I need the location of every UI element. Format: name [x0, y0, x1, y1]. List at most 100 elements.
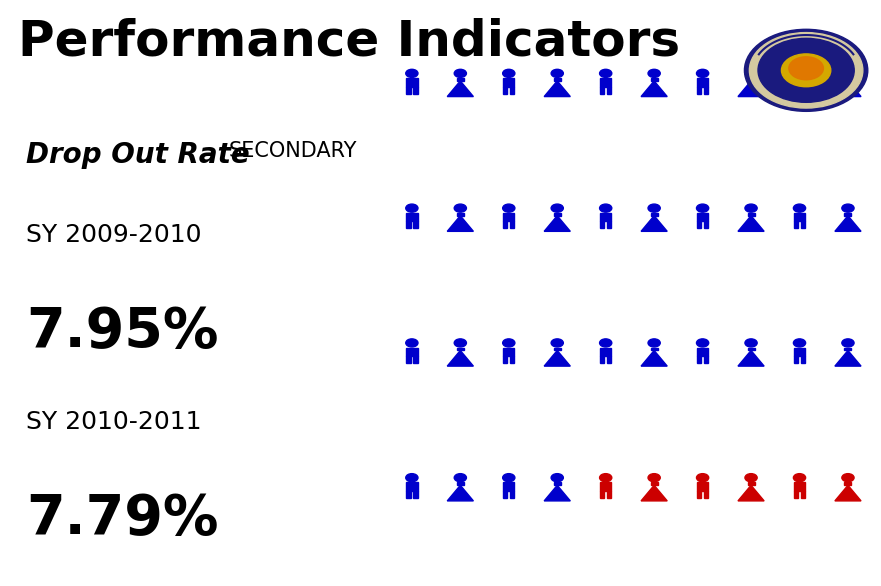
Bar — [406, 356, 411, 363]
Bar — [845, 213, 851, 216]
Circle shape — [406, 204, 418, 212]
Polygon shape — [641, 485, 667, 501]
Polygon shape — [835, 81, 861, 97]
Bar — [794, 356, 798, 363]
Circle shape — [781, 54, 831, 87]
Bar — [413, 356, 418, 363]
Bar — [503, 356, 507, 363]
Circle shape — [648, 473, 660, 482]
Text: Drop Out Rate: Drop Out Rate — [26, 141, 250, 169]
Bar — [794, 78, 805, 87]
Circle shape — [842, 473, 854, 482]
Bar — [510, 491, 515, 498]
Bar — [457, 78, 463, 81]
Bar — [600, 491, 604, 498]
Circle shape — [648, 339, 660, 347]
Polygon shape — [544, 81, 570, 97]
Circle shape — [794, 69, 805, 77]
Bar — [457, 347, 463, 350]
Bar — [794, 87, 798, 94]
Circle shape — [455, 69, 466, 77]
Circle shape — [503, 473, 515, 482]
Bar — [406, 213, 418, 222]
Bar — [697, 213, 708, 222]
Bar — [697, 482, 708, 491]
Circle shape — [455, 204, 466, 212]
Circle shape — [697, 473, 708, 482]
Polygon shape — [738, 81, 764, 97]
Bar — [406, 87, 411, 94]
Bar — [406, 347, 418, 356]
Bar — [554, 78, 560, 81]
Text: 7.95%: 7.95% — [26, 305, 219, 359]
Circle shape — [758, 38, 855, 103]
Circle shape — [794, 339, 805, 347]
Bar — [607, 356, 611, 363]
Bar — [748, 78, 754, 81]
Bar — [794, 213, 805, 222]
Bar — [794, 482, 805, 491]
Polygon shape — [835, 216, 861, 231]
Bar — [697, 87, 701, 94]
Bar — [801, 356, 805, 363]
Circle shape — [503, 69, 515, 77]
Bar — [748, 482, 754, 485]
Circle shape — [697, 339, 708, 347]
Bar — [406, 482, 418, 491]
Circle shape — [552, 473, 563, 482]
Polygon shape — [544, 350, 570, 366]
Bar — [697, 491, 701, 498]
Bar — [845, 347, 851, 350]
Bar — [697, 78, 708, 87]
Bar — [607, 491, 611, 498]
Bar — [651, 347, 657, 350]
Circle shape — [788, 57, 824, 80]
Bar — [503, 482, 515, 491]
Text: SY 2010-2011: SY 2010-2011 — [26, 410, 202, 434]
Bar — [794, 222, 798, 229]
Circle shape — [794, 473, 805, 482]
Circle shape — [750, 33, 862, 108]
Bar — [845, 482, 851, 485]
Polygon shape — [641, 81, 667, 97]
Bar — [600, 347, 611, 356]
Circle shape — [455, 473, 466, 482]
Polygon shape — [738, 216, 764, 231]
Circle shape — [406, 473, 418, 482]
Bar — [704, 491, 708, 498]
Bar — [413, 87, 418, 94]
Circle shape — [552, 69, 563, 77]
Bar — [457, 213, 463, 216]
Bar — [554, 347, 560, 350]
Circle shape — [406, 339, 418, 347]
Bar — [607, 222, 611, 229]
Bar — [503, 347, 515, 356]
Bar — [503, 213, 515, 222]
Bar — [510, 87, 515, 94]
Circle shape — [406, 69, 418, 77]
Bar — [697, 222, 701, 229]
Polygon shape — [738, 485, 764, 501]
Bar — [503, 222, 507, 229]
Bar — [503, 491, 507, 498]
Circle shape — [552, 204, 563, 212]
Bar — [554, 213, 560, 216]
Bar — [801, 491, 805, 498]
Bar — [600, 78, 611, 87]
Circle shape — [503, 204, 515, 212]
Bar — [510, 356, 515, 363]
Bar — [600, 213, 611, 222]
Circle shape — [842, 339, 854, 347]
Bar — [413, 222, 418, 229]
Bar — [704, 222, 708, 229]
Bar — [510, 222, 515, 229]
Text: SECONDARY: SECONDARY — [229, 141, 358, 161]
Polygon shape — [641, 350, 667, 366]
Polygon shape — [641, 216, 667, 231]
Bar — [651, 482, 657, 485]
Circle shape — [745, 204, 757, 212]
Bar — [794, 491, 798, 498]
Bar — [600, 222, 604, 229]
Circle shape — [744, 29, 868, 111]
Circle shape — [697, 204, 708, 212]
